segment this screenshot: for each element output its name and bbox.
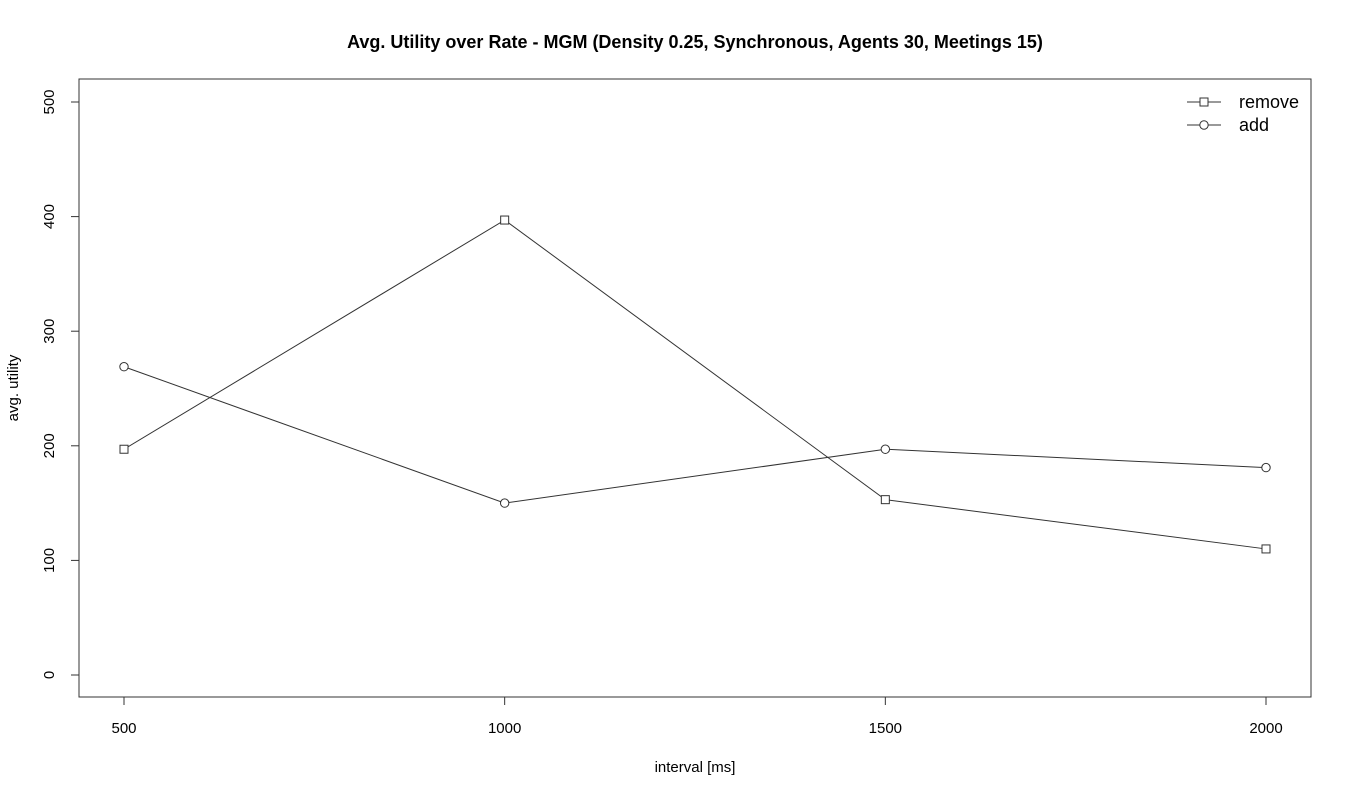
y-tick-label: 100 xyxy=(41,548,58,573)
data-point-add xyxy=(1261,462,1271,473)
x-tick-label: 1000 xyxy=(488,720,521,737)
data-point-add xyxy=(880,444,891,454)
legend-label: remove xyxy=(1239,92,1299,112)
series-remove xyxy=(119,215,1271,554)
series-layer xyxy=(119,215,1271,554)
data-point-remove xyxy=(119,444,129,454)
chart-title: Avg. Utility over Rate - MGM (Density 0.… xyxy=(347,32,1043,52)
y-tick-label: 300 xyxy=(41,319,58,344)
data-point-add xyxy=(119,362,129,372)
y-tick-label: 500 xyxy=(41,89,58,114)
legend: remove add xyxy=(1187,92,1299,135)
legend-item-add: add xyxy=(1187,115,1269,135)
y-tick-label: 400 xyxy=(41,204,58,229)
y-tick-label: 200 xyxy=(41,433,58,458)
data-point-add xyxy=(499,498,510,508)
series-line-add xyxy=(123,366,1267,504)
series-line-remove xyxy=(123,219,1267,550)
legend-marker xyxy=(1199,97,1209,107)
legend-item-remove: remove xyxy=(1187,92,1299,112)
y-tick-label: 0 xyxy=(41,671,58,679)
legend-label: add xyxy=(1239,115,1269,135)
y-axis-label: avg. utility xyxy=(5,354,22,421)
legend-marker xyxy=(1199,120,1209,130)
series-add xyxy=(119,362,1271,508)
x-tick-label: 2000 xyxy=(1249,720,1282,737)
plot-frame xyxy=(78,78,1312,698)
y-axis: 0 100 200 300 400 500 xyxy=(41,89,79,679)
data-point-remove xyxy=(1261,544,1271,554)
data-point-remove xyxy=(880,495,890,505)
x-axis-label: interval [ms] xyxy=(655,759,736,776)
data-point-remove xyxy=(500,215,510,225)
x-tick-label: 1500 xyxy=(869,720,902,737)
x-axis: 500 1000 1500 2000 xyxy=(111,697,1283,737)
x-tick-label: 500 xyxy=(111,720,136,737)
